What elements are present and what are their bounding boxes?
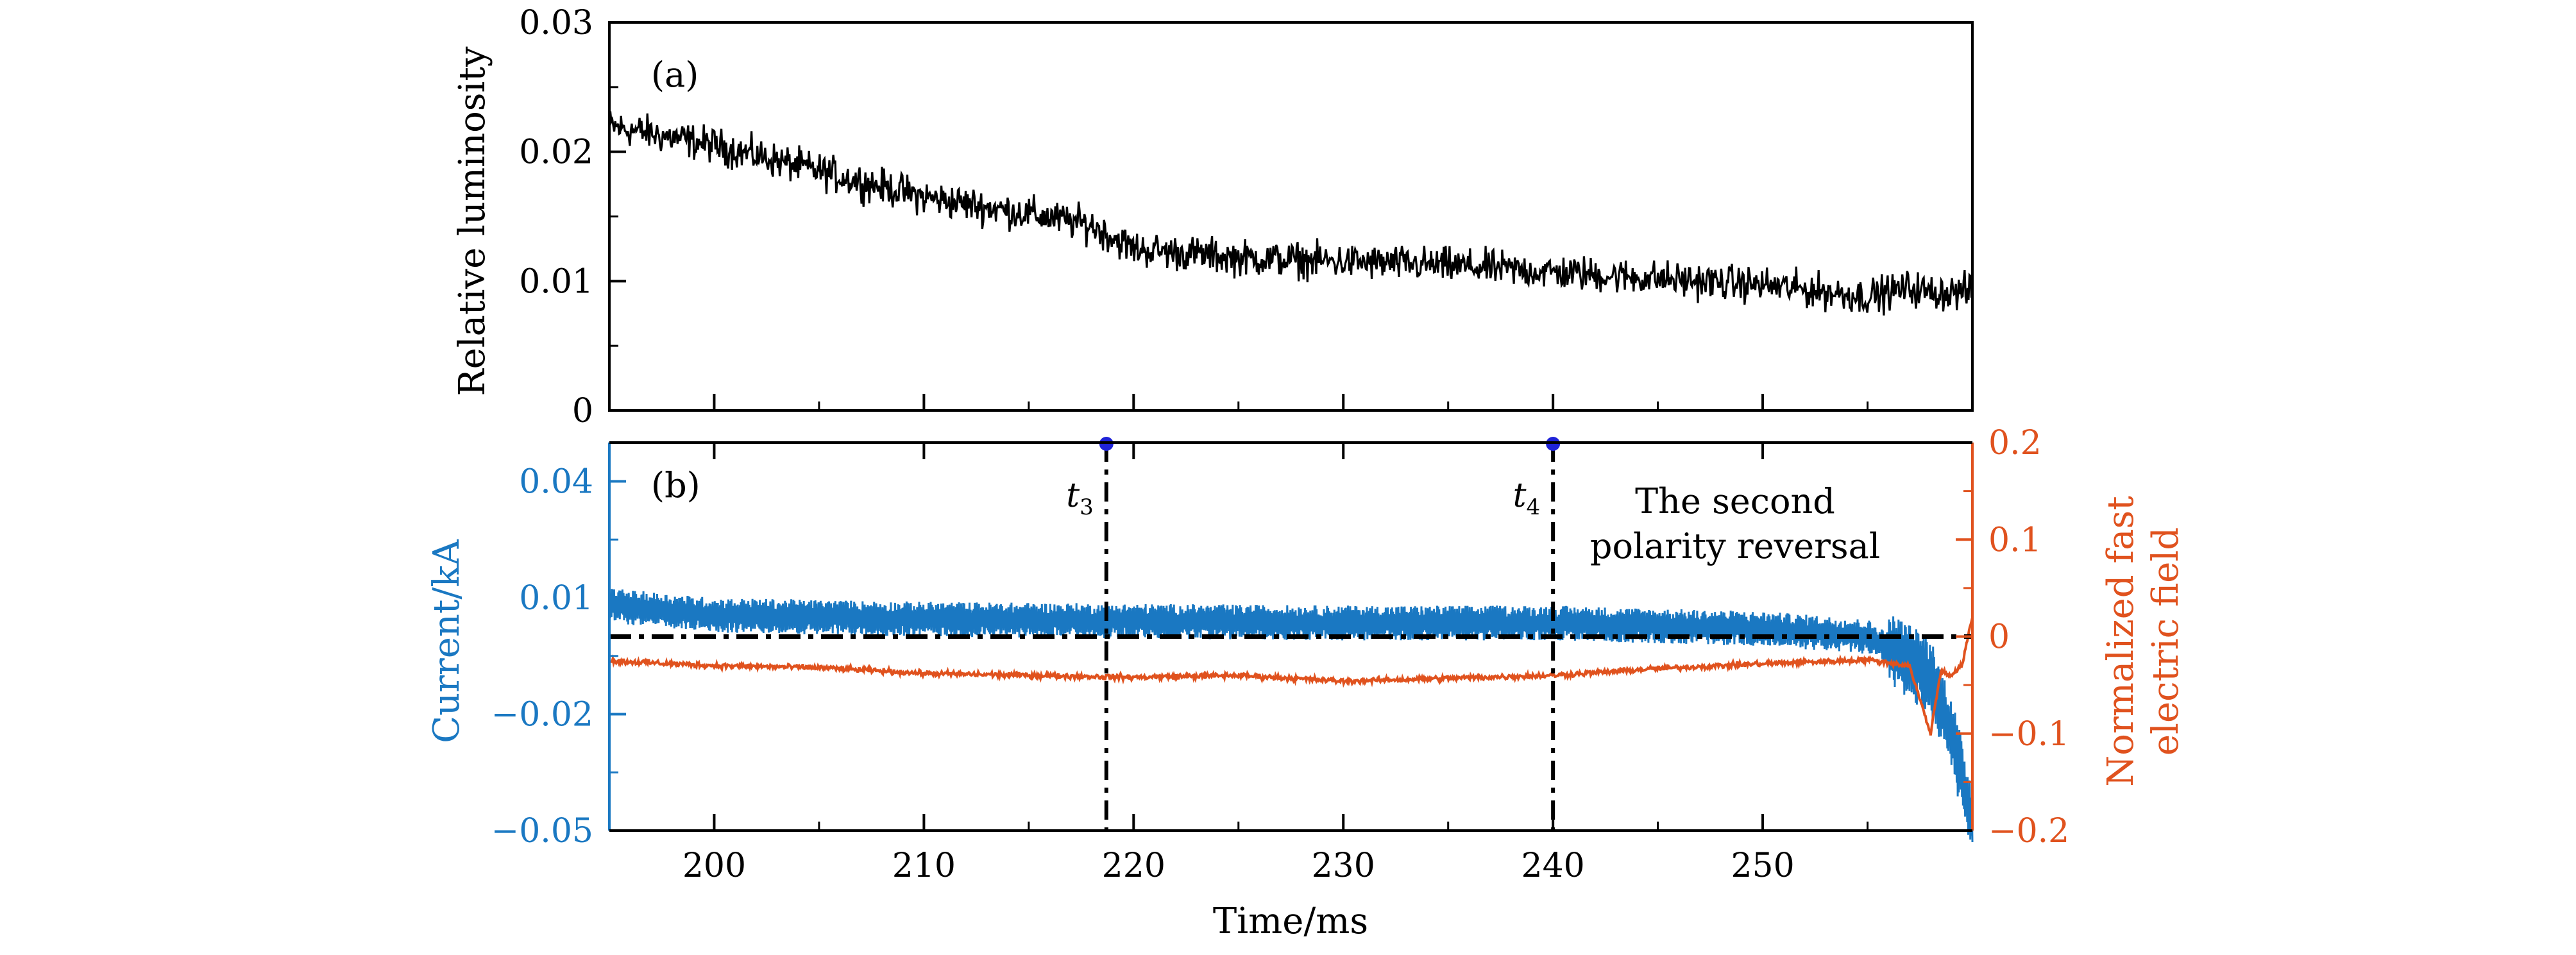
panel-b-left-tick-label: −0.02 (491, 696, 593, 734)
electric-field-series-line (608, 617, 1974, 736)
panel-b-left-axis-title: Current/kA (426, 539, 468, 743)
time-marker-label: t4 (1513, 477, 1541, 520)
luminosity-series-line (608, 111, 1974, 316)
panel-a-y-tick-label: 0 (572, 392, 593, 430)
panel-b-time-markers: t3 t4 (1066, 437, 1561, 831)
panel-a-y-tick-label: 0.01 (519, 262, 593, 301)
panel-b-x-ticks: 200 210 220 230 240 250 (682, 443, 1869, 885)
time-marker-label: t3 (1066, 477, 1094, 520)
panel-b-right-axis-title-line2: electric field (2145, 527, 2187, 756)
time-marker-subscript: 4 (1527, 494, 1541, 520)
time-marker-subscript: 3 (1080, 494, 1094, 520)
panel-a-label: (a) (651, 55, 699, 95)
panel-b-x-tick-label: 200 (682, 847, 746, 885)
panel-b-x-tick-label: 230 (1312, 847, 1375, 885)
panel-b-plot-area (608, 589, 1974, 843)
panel-a-frame (608, 21, 1974, 412)
panel-b-left-tick-label: −0.05 (491, 812, 593, 850)
panel-a-y-tick-label: 0.03 (519, 4, 593, 42)
panel-b-x-tick-label: 240 (1521, 847, 1585, 885)
current-series-line (608, 589, 1974, 843)
panel-b-right-tick-label: 0.1 (1988, 521, 2042, 559)
panel-a-y-ticks: 0 0.01 0.02 0.03 (519, 4, 626, 430)
panel-b-left-tick-label: 0.01 (519, 579, 593, 618)
panel-a: 0 0.01 0.02 0.03 (a) Relative luminosity (452, 4, 1974, 430)
panel-b-right-tick-label: 0.2 (1988, 424, 2042, 462)
panel-b-x-tick-label: 220 (1102, 847, 1165, 885)
panel-b-right-tick-label: −0.1 (1988, 715, 2069, 754)
panel-b-right-axis: 0.2 0.1 0 −0.1 −0.2 (1956, 424, 2069, 850)
panel-a-x-ticks (713, 394, 1869, 410)
panel-b-left-axis: 0.04 0.01 −0.02 −0.05 (491, 443, 626, 850)
panel-b-right-axis-title-line1: Normalized fast (2100, 496, 2142, 787)
panel-a-plot-area (608, 111, 1974, 316)
panel-b-x-tick-label: 210 (892, 847, 956, 885)
panel-b-label: (b) (651, 465, 700, 505)
panel-b-x-tick-label: 250 (1731, 847, 1794, 885)
x-axis-title: Time/ms (1213, 900, 1368, 942)
panel-a-y-axis-title: Relative luminosity (452, 46, 493, 396)
polarity-annotation-line2: polarity reversal (1590, 526, 1880, 566)
panel-b: 0.04 0.01 −0.02 −0.05 0.2 0.1 0 −0.1 −0.2 200 21… (426, 424, 2187, 942)
panel-b-left-tick-label: 0.04 (519, 463, 593, 502)
panel-b-right-tick-label: 0 (1988, 618, 2010, 657)
panel-a-y-tick-label: 0.02 (519, 133, 593, 172)
panel-b-right-tick-label: −0.2 (1988, 812, 2069, 850)
polarity-annotation-line1: The second (1635, 481, 1835, 521)
